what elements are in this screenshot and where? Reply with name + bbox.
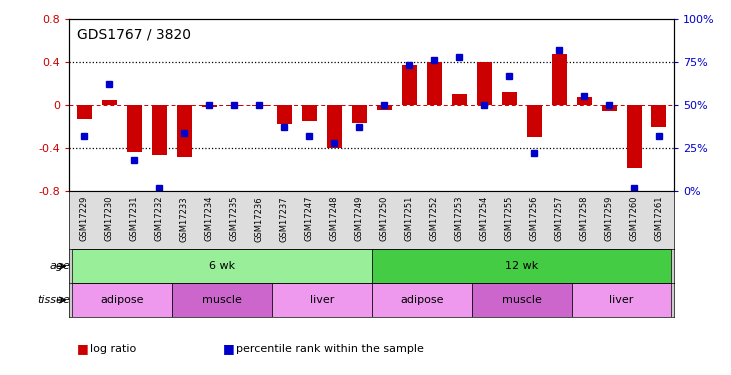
Text: GSM17248: GSM17248 [330,196,338,242]
Bar [577,98,591,105]
Text: GSM17253: GSM17253 [455,196,463,242]
Text: GSM17251: GSM17251 [405,196,414,241]
Bar [302,105,317,121]
Text: GSM17259: GSM17259 [605,196,613,241]
Text: GSM17230: GSM17230 [105,196,114,242]
Text: tissue: tissue [37,295,70,305]
Bar [427,62,442,105]
Text: GSM17233: GSM17233 [180,196,189,242]
Text: GSM17249: GSM17249 [355,196,364,241]
Text: GSM17261: GSM17261 [654,196,664,242]
Bar [127,105,142,152]
Text: muscle: muscle [501,295,542,305]
Text: liver: liver [309,295,334,305]
Text: GSM17236: GSM17236 [255,196,264,242]
Bar [602,105,616,111]
Bar [327,105,341,148]
Bar [227,105,242,106]
Bar [202,105,217,107]
Bar [626,105,642,168]
Text: GSM17229: GSM17229 [80,196,89,241]
Text: GSM17232: GSM17232 [155,196,164,242]
Text: 6 wk: 6 wk [209,261,235,271]
Text: GDS1767 / 3820: GDS1767 / 3820 [77,27,191,41]
Bar [651,105,667,127]
Text: GSM17254: GSM17254 [480,196,488,241]
Text: GSM17231: GSM17231 [130,196,139,242]
Text: GSM17252: GSM17252 [430,196,439,241]
Bar [572,283,672,317]
Text: GSM17234: GSM17234 [205,196,214,242]
Bar [452,94,466,105]
Text: GSM17257: GSM17257 [555,196,564,242]
Text: percentile rank within the sample: percentile rank within the sample [236,344,424,354]
Text: GSM17255: GSM17255 [504,196,514,241]
Text: age: age [49,261,70,271]
Text: liver: liver [610,295,634,305]
Bar [177,105,192,157]
Text: GSM17260: GSM17260 [629,196,638,242]
Bar [172,283,272,317]
Text: GSM17250: GSM17250 [379,196,389,241]
Text: GSM17258: GSM17258 [580,196,588,242]
Text: adipose: adipose [100,295,144,305]
Text: GSM17247: GSM17247 [305,196,314,242]
Text: adipose: adipose [400,295,444,305]
Text: GSM17237: GSM17237 [280,196,289,242]
Bar [272,283,371,317]
Text: ■: ■ [77,342,88,355]
Bar [371,249,672,283]
Text: muscle: muscle [202,295,242,305]
Bar [371,283,471,317]
Text: log ratio: log ratio [90,344,136,354]
Bar [501,92,517,105]
Text: GSM17235: GSM17235 [230,196,239,242]
Bar [376,105,392,110]
Bar [471,283,572,317]
Bar [352,105,367,123]
Bar [77,105,92,119]
Bar [72,283,172,317]
Text: GSM17256: GSM17256 [529,196,539,242]
Bar [152,105,167,154]
Bar [477,62,492,105]
Bar [402,65,417,105]
Bar [526,105,542,137]
Bar [102,100,117,105]
Text: 12 wk: 12 wk [505,261,538,271]
Text: ■: ■ [223,342,235,355]
Bar [251,105,267,106]
Bar [552,54,567,105]
Bar [277,105,292,125]
Bar [72,249,371,283]
